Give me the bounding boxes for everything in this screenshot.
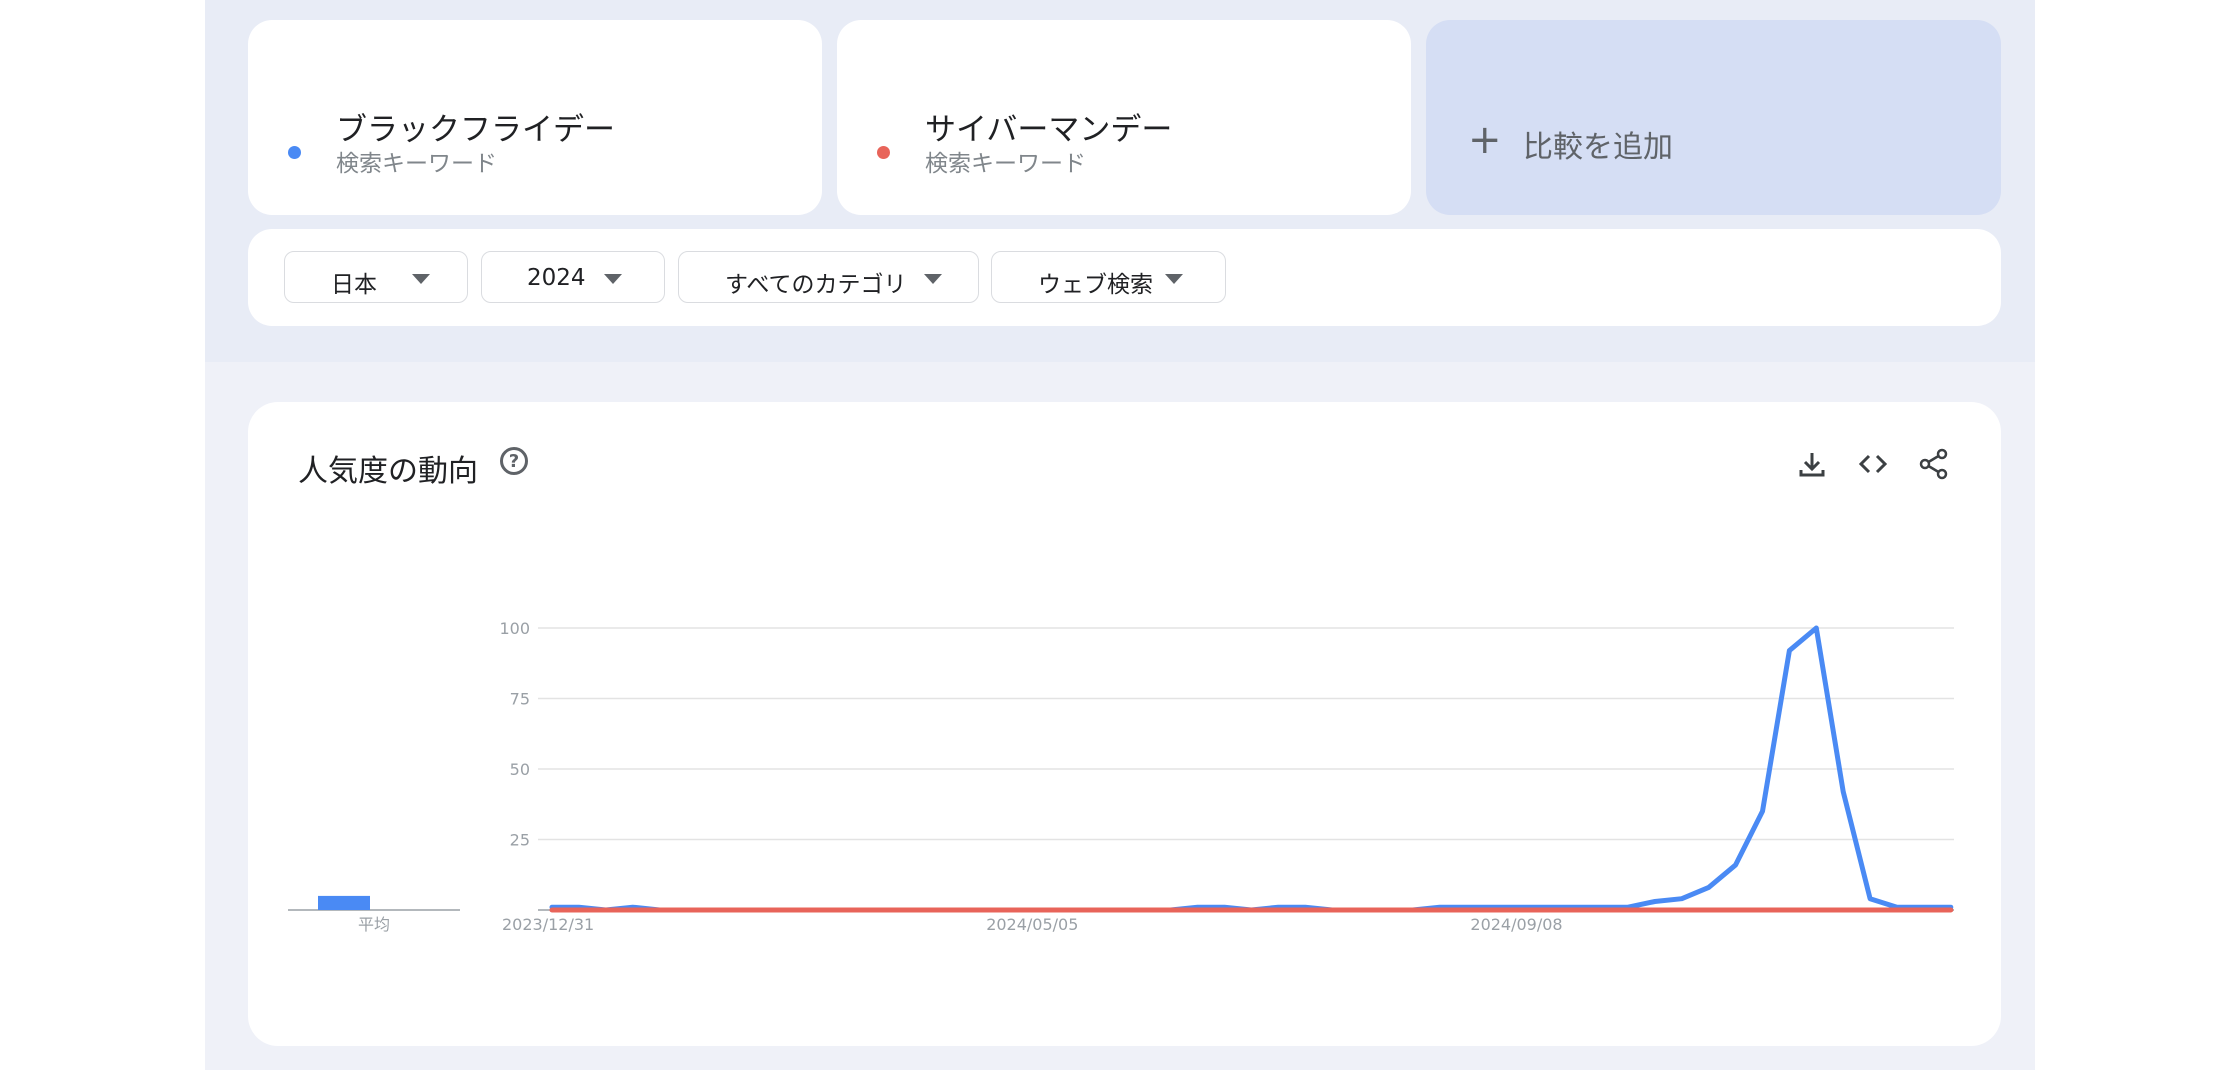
page: ブラックフライデー 検索キーワード サイバーマンデー 検索キーワード + 比較を… <box>205 0 2035 1070</box>
download-icon[interactable] <box>1796 448 1828 480</box>
series-color-dot <box>288 146 301 159</box>
filter-label: すべてのカテゴリ <box>725 272 907 298</box>
term-type: 検索キーワード <box>336 151 497 177</box>
add-comparison-button[interactable]: + 比較を追加 <box>1426 20 2001 215</box>
y-tick-label: 50 <box>510 760 530 779</box>
category-filter[interactable]: すべてのカテゴリ <box>678 251 979 303</box>
average-label: 平均 <box>358 915 390 934</box>
term-card-black-friday[interactable]: ブラックフライデー 検索キーワード <box>248 20 822 215</box>
interest-over-time-card: 25 50 75 100 2023/12/31 2024/05/05 2024/09/08 平… <box>248 402 2001 1046</box>
share-icon[interactable] <box>1918 448 1950 480</box>
x-tick-label: 2024/05/05 <box>986 915 1078 934</box>
caret-down-icon <box>412 274 430 284</box>
caret-down-icon <box>604 274 622 284</box>
term-name: サイバーマンデー <box>925 112 1173 148</box>
x-tick-label: 2023/12/31 <box>502 915 594 934</box>
y-tick-label: 25 <box>510 831 530 850</box>
y-tick-label: 100 <box>499 619 530 638</box>
add-comparison-label: 比較を追加 <box>1523 130 1673 165</box>
help-circle-icon[interactable]: ? <box>500 447 528 475</box>
plus-icon: + <box>1468 117 1502 163</box>
term-name: ブラックフライデー <box>336 112 615 148</box>
comparison-panel: ブラックフライデー 検索キーワード サイバーマンデー 検索キーワード + 比較を… <box>205 0 2035 362</box>
caret-down-icon <box>924 274 942 284</box>
series-color-dot <box>877 146 890 159</box>
filter-bar: 日本 2024 すべてのカテゴリ ウェブ検索 <box>248 229 2001 326</box>
search-type-filter[interactable]: ウェブ検索 <box>991 251 1226 303</box>
interest-chart: 25 50 75 100 2023/12/31 2024/05/05 2024/09/08 平… <box>288 619 1954 934</box>
term-card-cyber-monday[interactable]: サイバーマンデー 検索キーワード <box>837 20 1411 215</box>
embed-code-icon[interactable] <box>1857 448 1889 480</box>
x-tick-label: 2024/09/08 <box>1470 915 1562 934</box>
region-filter[interactable]: 日本 <box>284 251 468 303</box>
filter-label: ウェブ検索 <box>1038 272 1153 298</box>
filter-label: 日本 <box>331 272 377 298</box>
time-range-filter[interactable]: 2024 <box>481 251 665 303</box>
chart-title: 人気度の動向 <box>298 454 478 489</box>
y-tick-label: 75 <box>510 690 530 709</box>
caret-down-icon <box>1165 274 1183 284</box>
filter-label: 2024 <box>527 265 586 291</box>
average-bar <box>318 895 370 910</box>
term-type: 検索キーワード <box>925 151 1086 177</box>
